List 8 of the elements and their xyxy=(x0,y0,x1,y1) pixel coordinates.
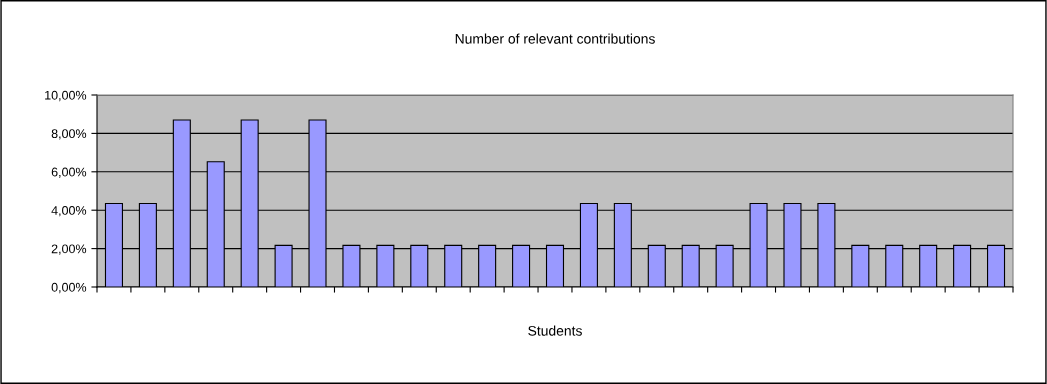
chart-title: Number of relevant contributions xyxy=(455,33,655,44)
y-tick-label: 0,00% xyxy=(51,282,87,294)
y-tick-label: 6,00% xyxy=(51,167,87,178)
y-tick-label: 2,00% xyxy=(51,244,87,255)
y-tick-label: 8,00% xyxy=(51,129,87,140)
y-tick-label: 10,00% xyxy=(45,90,87,102)
y-tick-label: 4,00% xyxy=(51,206,87,217)
x-axis-title: Students xyxy=(528,325,582,336)
